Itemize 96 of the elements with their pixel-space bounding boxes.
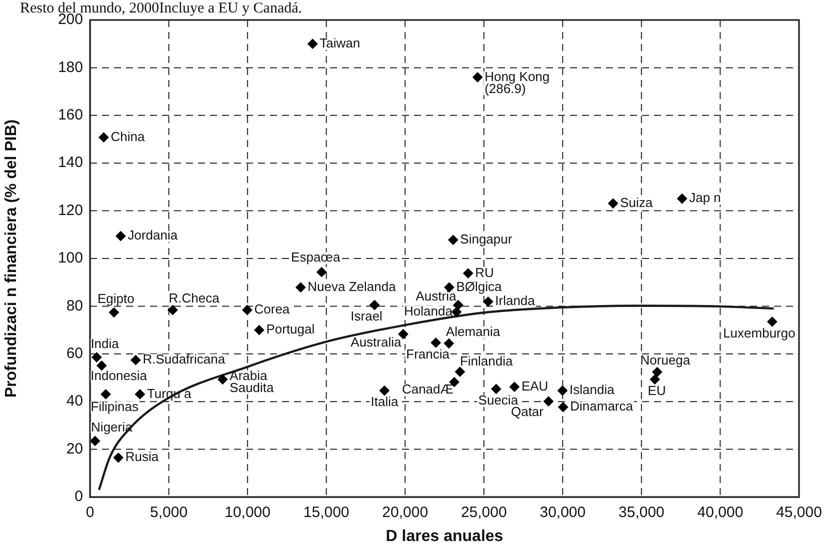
y-tick-label: 160 — [58, 106, 83, 124]
annotation: R.Checa — [168, 290, 220, 306]
annotation: Dinamarca — [570, 398, 634, 414]
point — [316, 267, 327, 278]
x-tick-label: 40,000 — [697, 504, 744, 522]
point — [472, 72, 483, 82]
point — [98, 132, 109, 142]
y-tick-label: 40 — [66, 392, 83, 410]
point — [454, 366, 465, 377]
point — [130, 355, 141, 366]
annotation: Alemania — [446, 324, 501, 339]
y-tick-label: 20 — [66, 440, 83, 458]
point — [254, 325, 264, 336]
annotation: Austria — [416, 288, 457, 304]
point — [379, 386, 390, 396]
annotation: Corea — [254, 302, 290, 317]
y-tick-label: 120 — [58, 202, 83, 219]
point — [767, 316, 778, 327]
point — [168, 305, 178, 316]
y-tick-label: 0 — [74, 488, 83, 506]
annotation: Espaœa — [291, 250, 341, 265]
x-tick-label: 15,000 — [303, 504, 350, 522]
point — [463, 268, 474, 278]
annotation: Nueva Zelanda — [308, 278, 397, 294]
annotation: R.Sudafricana — [142, 352, 226, 367]
point — [296, 282, 306, 292]
annotation: India — [90, 336, 120, 351]
x-tick-label: 25,000 — [460, 504, 507, 522]
point — [558, 402, 568, 412]
y-tick-label: 100 — [58, 250, 83, 267]
annotation: Italia — [370, 394, 399, 410]
annotation: RU — [475, 264, 494, 280]
point — [509, 382, 520, 392]
x-tick-label: 30,000 — [540, 504, 586, 522]
y-axis-title: Profundizaci n financiera (% del PIB) — [3, 119, 20, 398]
point — [108, 307, 119, 318]
y-tick-label: 180 — [58, 58, 83, 76]
annotation: Portugal — [266, 322, 315, 337]
point — [677, 194, 688, 204]
point — [134, 389, 145, 400]
point — [448, 234, 458, 245]
annotation: EU — [648, 383, 666, 398]
annotation: Luxemburgo — [723, 325, 796, 340]
point — [430, 338, 441, 348]
point — [90, 436, 100, 446]
point — [652, 367, 662, 378]
annotation: Jordania — [128, 228, 178, 243]
point — [308, 38, 318, 49]
x-tick-label: 5,000 — [150, 504, 188, 522]
annotation: Francia — [406, 346, 450, 362]
point — [650, 374, 660, 384]
y-tick-label: 60 — [66, 345, 83, 362]
annotation: Singapur — [460, 231, 513, 246]
point — [218, 374, 228, 384]
annotation: Rusia — [125, 449, 160, 464]
annotation: Arabia Saudita — [230, 368, 275, 395]
annotation: China — [110, 128, 146, 144]
annotation: Filipinas — [90, 398, 139, 414]
annotation: Islandia — [570, 382, 616, 398]
x-tick-label: 20,000 — [382, 504, 428, 522]
annotation: Holanda — [404, 304, 454, 318]
annotation: Australia — [350, 334, 402, 350]
x-tick-label: 45,000 — [776, 504, 822, 522]
point — [370, 300, 380, 310]
annotation: EAU — [521, 378, 548, 394]
annotation: Noruega — [640, 352, 691, 368]
x-tick-label: 0 — [86, 504, 94, 522]
annotation: Suecia — [478, 392, 519, 408]
point — [483, 296, 494, 307]
point — [96, 360, 107, 371]
point — [608, 198, 618, 208]
x-axis-title: D lares anuales — [386, 528, 504, 545]
annotation: Suiza — [620, 194, 654, 210]
annotation: Taiwan — [320, 35, 360, 50]
point — [543, 396, 554, 406]
annotation: Israel — [350, 308, 383, 324]
annotation: Egipto — [98, 290, 134, 306]
annotation: CanadÆ — [402, 382, 454, 397]
point — [113, 452, 124, 463]
point — [444, 338, 454, 348]
annotation: Indonesia — [90, 368, 148, 384]
annotation: Jap n — [689, 190, 721, 206]
point — [242, 305, 252, 316]
point — [116, 231, 126, 242]
annotation: Irlanda — [495, 293, 536, 308]
annotation: Finlandia — [460, 353, 514, 368]
x-tick-label: 35,000 — [618, 504, 664, 522]
annotation: BØlgica — [456, 278, 503, 294]
point — [558, 386, 568, 396]
point — [92, 352, 102, 362]
point — [491, 384, 502, 394]
annotation: Hong Kong (286.9) — [484, 68, 550, 96]
y-tick-label: 80 — [66, 297, 83, 314]
x-tick-label: 10,000 — [224, 504, 270, 522]
point — [100, 389, 111, 400]
y-tick-label: 140 — [58, 154, 83, 172]
